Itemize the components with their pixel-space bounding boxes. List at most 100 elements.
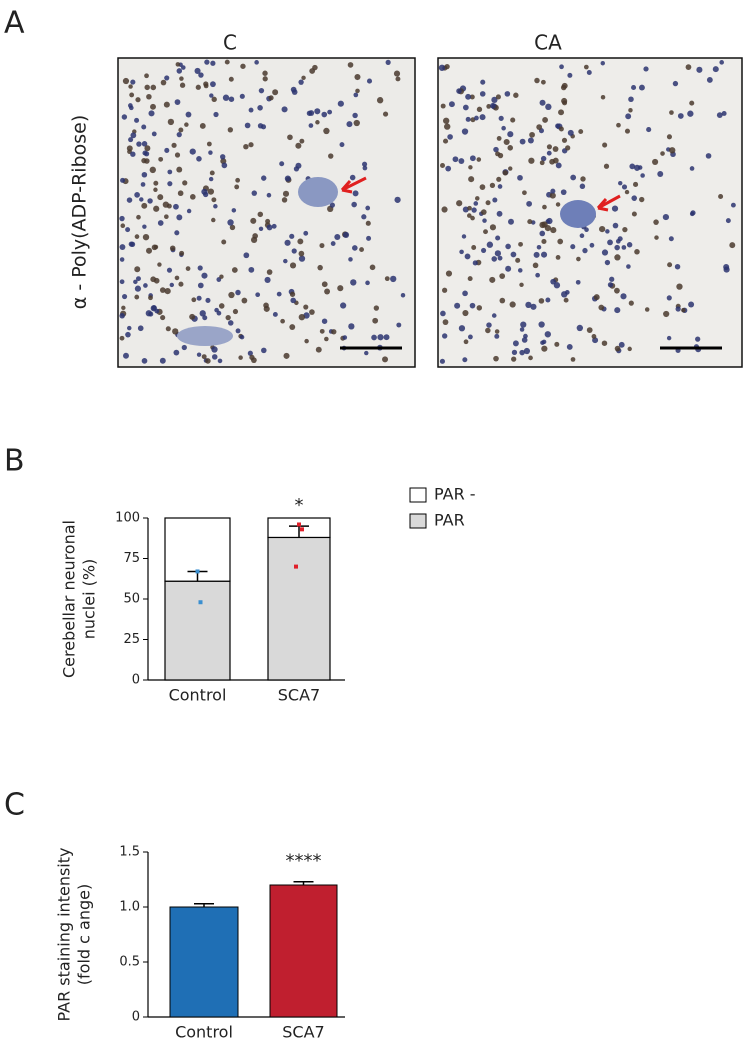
- nucleus: [196, 352, 202, 357]
- nucleus: [258, 226, 264, 232]
- nucleus: [626, 242, 633, 248]
- nucleus: [308, 123, 314, 128]
- nucleus: [461, 128, 469, 135]
- nucleus: [347, 62, 354, 68]
- nucleus: [452, 156, 459, 163]
- nucleus: [456, 88, 462, 94]
- nucleus: [393, 70, 401, 77]
- data-point: [198, 600, 203, 605]
- nucleus: [467, 213, 472, 218]
- nucleus: [518, 241, 523, 247]
- nucleus: [716, 112, 723, 119]
- nucleus: [271, 223, 277, 229]
- nucleus: [297, 238, 304, 245]
- nucleus: [515, 257, 521, 263]
- nucleus: [660, 151, 665, 156]
- nucleus: [126, 197, 133, 203]
- nucleus: [385, 59, 391, 65]
- nucleus: [284, 239, 291, 246]
- nucleus: [130, 79, 136, 85]
- nucleus: [614, 345, 621, 352]
- nucleus: [604, 259, 611, 266]
- nucleus: [353, 92, 359, 98]
- nucleus: [327, 109, 333, 115]
- nucleus: [662, 213, 670, 221]
- nucleus: [122, 293, 128, 300]
- nucleus: [221, 162, 228, 169]
- nucleus: [621, 245, 627, 250]
- nucleus: [228, 76, 234, 82]
- nucleus: [121, 305, 126, 311]
- nucleus: [303, 304, 309, 310]
- nucleus: [366, 235, 372, 241]
- panel-label: A: [4, 6, 25, 41]
- nucleus: [235, 177, 241, 183]
- nucleus: [176, 68, 183, 74]
- nucleus: [541, 339, 547, 345]
- nucleus: [315, 120, 320, 125]
- nucleus: [201, 188, 208, 195]
- nucleus: [250, 217, 257, 224]
- nucleus: [394, 196, 401, 203]
- nucleus: [465, 116, 471, 122]
- nucleus: [184, 122, 189, 127]
- nucleus: [211, 354, 218, 360]
- y-tick-label: 100: [115, 511, 140, 526]
- nucleus: [263, 302, 269, 309]
- nucleus: [639, 84, 645, 91]
- nucleus: [202, 315, 208, 321]
- nucleus: [119, 215, 125, 222]
- nucleus: [198, 72, 204, 78]
- nucleus: [494, 250, 502, 257]
- nucleus: [133, 279, 138, 285]
- nucleus: [617, 236, 623, 242]
- nucleus: [545, 297, 551, 303]
- nucleus: [459, 249, 464, 255]
- nucleus: [481, 247, 487, 253]
- nucleus: [395, 76, 401, 82]
- nucleus: [607, 282, 614, 288]
- nucleus: [303, 230, 309, 236]
- nucleus: [329, 202, 335, 208]
- bar-segment: [164, 580, 231, 681]
- nucleus: [666, 295, 672, 301]
- nucleus: [443, 138, 449, 144]
- nucleus: [123, 352, 129, 359]
- nucleus: [160, 79, 167, 86]
- nucleus: [144, 145, 151, 152]
- nucleus: [549, 192, 556, 199]
- nucleus: [526, 200, 532, 207]
- nucleus: [510, 117, 516, 123]
- nucleus: [483, 229, 488, 235]
- nucleus: [352, 190, 359, 197]
- nucleus: [314, 108, 321, 115]
- nucleus: [321, 281, 328, 288]
- row-label: α - Poly(ADP-Ribose): [69, 115, 91, 310]
- nucleus: [532, 262, 539, 269]
- nucleus: [214, 307, 219, 313]
- nucleus: [119, 335, 125, 341]
- nucleus: [174, 152, 181, 158]
- nucleus: [181, 344, 187, 351]
- nucleus: [601, 249, 609, 256]
- arrow: [340, 176, 367, 194]
- nucleus: [511, 356, 517, 362]
- nucleus: [376, 97, 384, 104]
- nucleus: [504, 91, 511, 97]
- nucleus: [372, 317, 379, 324]
- nucleus: [609, 276, 615, 282]
- nucleus: [505, 243, 511, 250]
- nucleus: [178, 281, 184, 287]
- nucleus: [468, 176, 475, 183]
- nucleus: [317, 264, 323, 271]
- nucleus: [158, 156, 164, 162]
- panel-label: B: [4, 444, 25, 479]
- nucleus: [207, 188, 215, 195]
- nucleus: [519, 349, 525, 356]
- nucleus: [730, 202, 736, 208]
- nucleus: [276, 291, 282, 297]
- nucleus: [348, 323, 355, 330]
- nucleus: [578, 129, 584, 135]
- nucleus: [220, 154, 226, 160]
- nucleus: [279, 161, 285, 167]
